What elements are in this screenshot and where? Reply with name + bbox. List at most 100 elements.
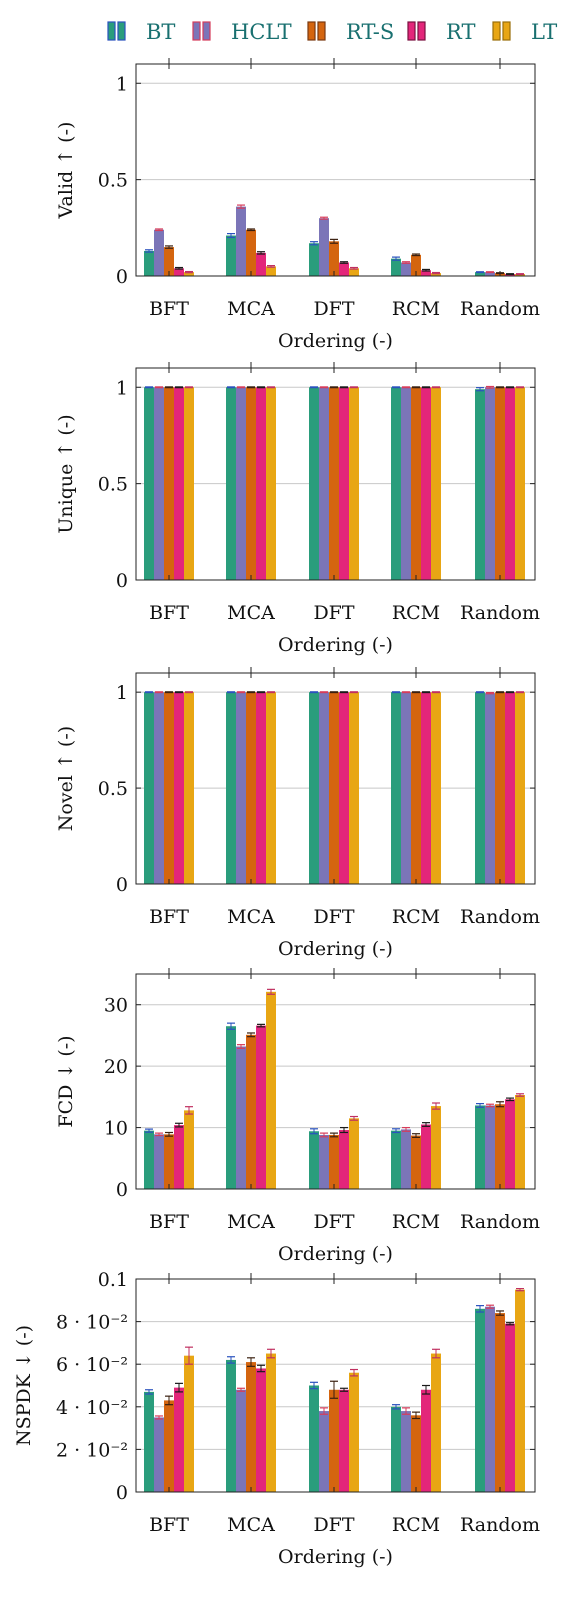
bar-rt-mca [256, 1025, 266, 1189]
bar-hclt-bft [154, 229, 164, 276]
x-tick-label: Random [460, 298, 540, 320]
y-tick-label: 0 [116, 570, 128, 592]
x-tick-label: MCA [227, 1211, 275, 1233]
bar-rt-dft [339, 1130, 349, 1189]
bar-bt-dft [309, 1385, 319, 1492]
legend-swatch-bar [192, 21, 201, 41]
y-tick-label: 2 · 10⁻² [56, 1439, 128, 1461]
y-tick-label: 0 [116, 874, 128, 896]
y-tick-label: 0 [116, 1482, 128, 1504]
bar-lt-bft [184, 272, 194, 276]
bar-hclt-rcm [401, 1411, 411, 1492]
bar-rt-bft [174, 268, 184, 276]
bar-lt-rcm [431, 1106, 441, 1189]
x-axis-label: Ordering (-) [278, 330, 393, 352]
bar-lt-mca [266, 266, 276, 276]
bar-rt-s-bft [164, 692, 174, 884]
bar-hclt-rcm [401, 387, 411, 580]
bar-rt-bft [174, 387, 184, 580]
bar-lt-rcm [431, 273, 441, 276]
bar-lt-dft [349, 692, 359, 884]
x-tick-label: Random [460, 1211, 540, 1233]
bar-rt-bft [174, 1125, 184, 1189]
y-tick-label: 0.5 [98, 778, 128, 800]
bar-hclt-random [485, 387, 495, 580]
legend-swatch-bar [502, 21, 511, 41]
y-axis-label: FCD ↓ (-) [55, 1035, 77, 1127]
bar-hclt-bft [154, 1134, 164, 1189]
bar-bt-random [475, 692, 485, 884]
legend-swatch-bar [492, 21, 501, 41]
x-tick-label: MCA [227, 298, 275, 320]
bar-lt-mca [266, 692, 276, 884]
plot-frame [135, 1278, 536, 1493]
y-tick-label: 20 [104, 1056, 128, 1078]
x-tick-label: RCM [392, 1211, 440, 1233]
bar-rt-s-bft [164, 247, 174, 276]
bar-lt-dft [349, 268, 359, 276]
bar-rt-mca [256, 692, 266, 884]
bar-rt-rcm [421, 1124, 431, 1189]
bar-rt-s-dft [329, 1389, 339, 1492]
bar-bt-mca [226, 1359, 236, 1492]
y-axis-label: Valid ↑ (-) [55, 122, 77, 220]
legend-entry-hclt: HCLT [192, 20, 292, 44]
chart-panel-2: 0 0.5 1 BFT MCA DFT RCM Random Ordering (-) Uniqu… [55, 362, 540, 656]
bar-hclt-dft [319, 218, 329, 276]
bar-rt-dft [339, 692, 349, 884]
bar-bt-dft [309, 243, 319, 276]
plot-frame [135, 973, 536, 1190]
y-tick-label: 30 [104, 995, 128, 1017]
plot-frame [135, 367, 536, 581]
bar-hclt-random [485, 1306, 495, 1492]
bar-lt-dft [349, 1372, 359, 1492]
y-axis-label: NSPDK ↓ (-) [13, 1325, 35, 1446]
bar-bt-bft [144, 1130, 154, 1189]
bar-lt-rcm [431, 1353, 441, 1492]
legend-swatch-bar [202, 21, 211, 41]
bar-bt-rcm [391, 692, 401, 884]
bar-rt-dft [339, 262, 349, 276]
x-tick-label: DFT [313, 602, 354, 624]
legend-swatch-bar [107, 21, 116, 41]
y-tick-label: 0 [116, 1179, 128, 1201]
bar-bt-rcm [391, 1406, 401, 1492]
legend-swatch-bar [117, 21, 126, 41]
x-axis-label: Ordering (-) [278, 938, 393, 960]
bar-lt-mca [266, 1353, 276, 1492]
bar-rt-bft [174, 1387, 184, 1492]
x-tick-label: DFT [313, 906, 354, 928]
bar-rt-rcm [421, 692, 431, 884]
x-tick-label: MCA [227, 1514, 275, 1536]
legend-label: RT [446, 20, 475, 44]
bar-rt-s-random [495, 1104, 505, 1189]
y-axis-label: Unique ↑ (-) [55, 414, 77, 533]
bar-lt-bft [184, 1355, 194, 1492]
bar-rt-s-dft [329, 1134, 339, 1189]
bar-rt-random [505, 1323, 515, 1492]
bar-rt-mca [256, 1368, 266, 1492]
x-axis-label: Ordering (-) [278, 634, 393, 656]
legend-entry-bt: BT [107, 20, 175, 44]
bar-rt-s-dft [329, 387, 339, 580]
bar-lt-dft [349, 1118, 359, 1189]
x-tick-label: DFT [313, 1211, 354, 1233]
bar-hclt-bft [154, 1417, 164, 1492]
bar-bt-random [475, 1105, 485, 1189]
legend-label: BT [146, 20, 175, 44]
bar-bt-dft [309, 387, 319, 580]
bar-hclt-rcm [401, 692, 411, 884]
bar-hclt-bft [154, 387, 164, 580]
chart-panel-4: 0 10 20 30 BFT MCA DFT RCM Random Ordering (-) FCD… [55, 968, 540, 1265]
bar-hclt-bft [154, 692, 164, 884]
chart-panel-1: 0 0.5 1 BFT MCA DFT RCM Random Ordering (-) Valid… [55, 58, 540, 352]
bar-hclt-random [485, 272, 495, 276]
bar-bt-mca [226, 387, 236, 580]
y-tick-label: 4 · 10⁻² [56, 1397, 128, 1419]
bar-rt-s-mca [246, 229, 256, 276]
bar-rt-s-bft [164, 1400, 174, 1492]
x-tick-label: Random [460, 1514, 540, 1536]
bar-rt-dft [339, 1389, 349, 1492]
bar-bt-rcm [391, 387, 401, 580]
y-tick-label: 8 · 10⁻² [56, 1312, 128, 1334]
